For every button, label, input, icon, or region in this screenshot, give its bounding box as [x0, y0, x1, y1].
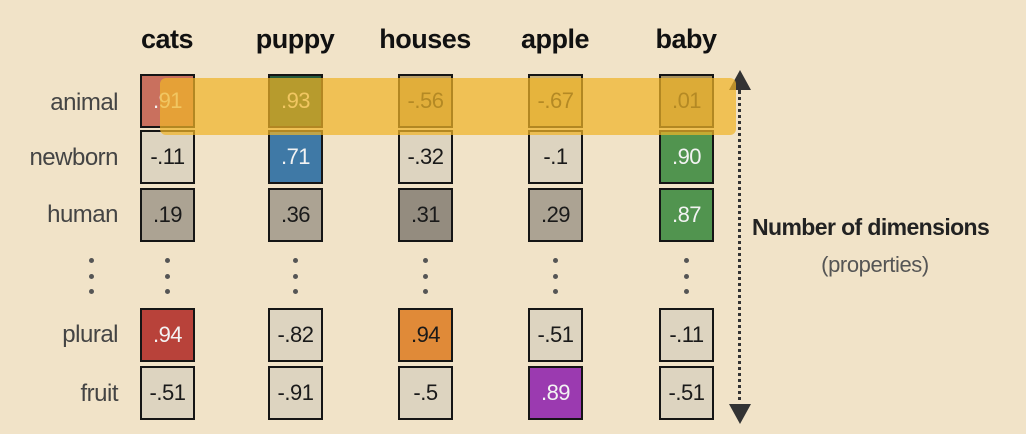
vector-cell-baby-human: .87 [659, 188, 714, 242]
dot-icon [422, 258, 428, 263]
dot-icon [88, 289, 94, 294]
dot-icon [88, 273, 94, 279]
dot-icon [683, 258, 689, 263]
word-header-houses: houses [379, 24, 471, 54]
dot-icon [292, 258, 298, 263]
dimension-label-human: human [47, 201, 118, 228]
dot-icon [422, 289, 428, 294]
vector-cell-cats-fruit: -.51 [140, 366, 195, 420]
vector-cell-puppy-newborn: .71 [268, 130, 323, 184]
dimension-label-newborn: newborn [29, 144, 118, 171]
vector-cell-puppy-plural: -.82 [268, 308, 323, 362]
vector-cell-baby-fruit: -.51 [659, 366, 714, 420]
vector-cell-houses-newborn: -.32 [398, 130, 453, 184]
word-header-apple: apple [520, 24, 590, 54]
dot-icon [683, 289, 689, 294]
dimension-label-fruit: fruit [80, 380, 118, 407]
axis-subtitle: (properties) [821, 252, 929, 277]
vector-cell-apple-human: .29 [528, 188, 583, 242]
column-ellipsis-icon [681, 258, 691, 294]
dot-icon [552, 273, 558, 279]
word-header-cats: cats [140, 24, 194, 54]
vector-cell-baby-newborn: .90 [659, 130, 714, 184]
vector-cell-baby-plural: -.11 [659, 308, 714, 362]
vector-cell-cats-human: .19 [140, 188, 195, 242]
axis-title: Number of dimensions [752, 214, 990, 240]
dot-icon [292, 273, 298, 279]
vector-cell-puppy-human: .36 [268, 188, 323, 242]
vector-cell-houses-fruit: -.5 [398, 366, 453, 420]
vector-cell-apple-plural: -.51 [528, 308, 583, 362]
vector-cell-apple-newborn: -.1 [528, 130, 583, 184]
dot-icon [164, 258, 170, 263]
word-header-puppy: puppy [255, 24, 335, 54]
vector-cell-houses-plural: .94 [398, 308, 453, 362]
arrow-down-icon [729, 404, 751, 424]
dot-icon [164, 289, 170, 294]
animal-row-highlight [160, 78, 736, 135]
column-ellipsis-icon [550, 258, 560, 294]
column-ellipsis-icon [420, 258, 430, 294]
dot-icon [164, 273, 170, 279]
dot-icon [422, 273, 428, 279]
dot-icon [552, 289, 558, 294]
vector-cell-cats-newborn: -.11 [140, 130, 195, 184]
column-ellipsis-icon [162, 258, 172, 294]
dot-icon [292, 289, 298, 294]
dot-icon [88, 258, 94, 263]
word-header-baby: baby [655, 24, 717, 54]
dimension-axis-line [738, 90, 741, 408]
dimension-label-plural: plural [62, 321, 118, 348]
dot-icon [552, 258, 558, 263]
dimension-label-animal: animal [50, 89, 118, 116]
column-ellipsis-icon [290, 258, 300, 294]
vector-cell-puppy-fruit: -.91 [268, 366, 323, 420]
vector-cell-apple-fruit: .89 [528, 366, 583, 420]
dot-icon [683, 273, 689, 279]
label-ellipsis-icon [86, 258, 96, 294]
vector-cell-cats-plural: .94 [140, 308, 195, 362]
vector-cell-houses-human: .31 [398, 188, 453, 242]
